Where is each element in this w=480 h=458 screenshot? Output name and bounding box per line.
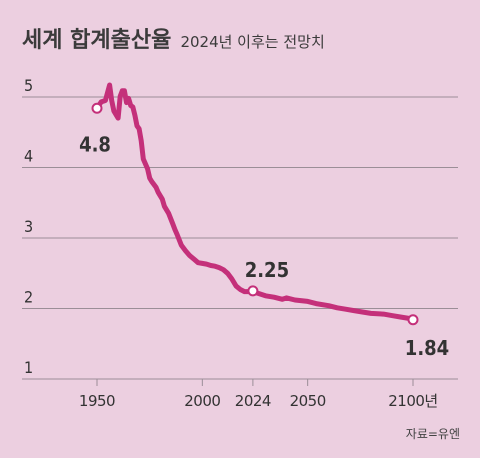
y-tick-label-2: 2 [24,288,33,307]
data-point-marker-2100 [407,314,419,326]
data-label-1950: 4.8 [79,132,111,156]
chart-subtitle: 2024년 이후는 전망치 [180,33,325,51]
y-tick-label-5: 5 [24,76,33,95]
x-tick-label-1950: 1950 [79,392,115,410]
data-label-2100: 1.84 [405,336,449,360]
source-note: 자료=유엔 [405,427,460,441]
y-tick-label-1: 1 [24,358,33,377]
x-tick-label-2050: 2050 [290,392,326,410]
y-tick-label-3: 3 [24,217,33,236]
data-point-marker-1950 [91,102,103,114]
x-tick-label-2100: 2100년 [388,392,437,410]
data-point-marker-2024 [247,285,259,297]
chart-title: 세계 합계출산율 [22,28,172,53]
chart-header: 세계 합계출산율 2024년 이후는 전망치 [22,22,325,54]
x-tick-label-2024: 2024 [235,392,271,410]
data-label-2024: 2.25 [245,258,289,282]
x-tick-label-2000: 2000 [184,392,220,410]
y-tick-label-4: 4 [24,147,33,166]
series-line-0 [94,82,416,323]
